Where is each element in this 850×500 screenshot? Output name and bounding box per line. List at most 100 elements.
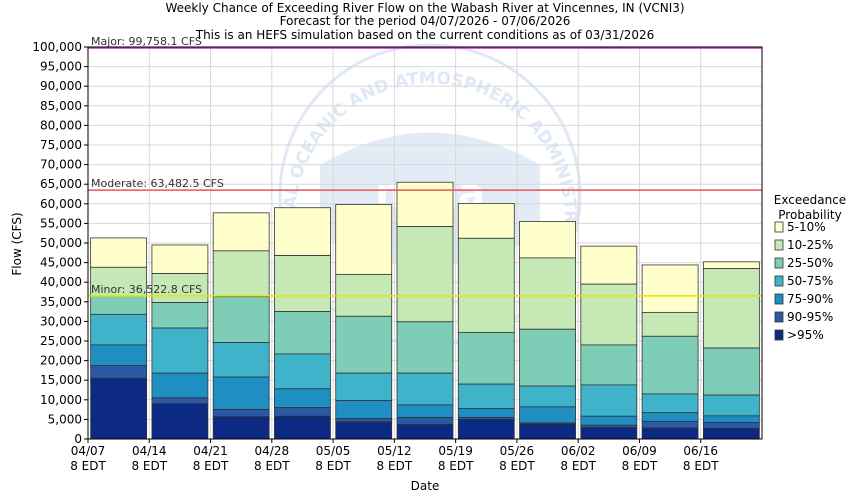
bar-segment-75-90 [396, 404, 454, 418]
y-tick-label: 15,000 [40, 373, 82, 387]
legend: Exceedance Probability 5-10% 10-25% 25-50%… [774, 193, 846, 342]
x-tick-time: 8 EDT [377, 459, 413, 473]
x-tick-time: 8 EDT [70, 459, 106, 473]
y-tick-label: 30,000 [40, 314, 82, 328]
y-tick-label: 85,000 [40, 99, 82, 113]
x-tick-time: 8 EDT [315, 459, 351, 473]
bar-segment-75-90 [335, 400, 393, 420]
bar-segment-10-25 [457, 237, 515, 333]
y-tick-label: 80,000 [40, 118, 82, 132]
x-tick-date: 04/28 [255, 444, 290, 458]
bar-segment-10-25 [519, 257, 576, 330]
bar-segment-50-75 [151, 327, 209, 374]
chart-title: Weekly Chance of Exceeding River Flow on… [165, 1, 684, 15]
y-tick-label: 25,000 [40, 334, 82, 348]
bar-segment-10-25 [702, 268, 760, 349]
legend-swatch [774, 275, 784, 287]
y-tick-label: 65,000 [40, 177, 82, 191]
bar-segment-5-10 [519, 221, 576, 259]
x-tick-time: 8 EDT [499, 459, 535, 473]
bar-segment-50-75 [519, 385, 576, 408]
bar-segment-75-90 [580, 415, 638, 426]
y-tick-label: 90,000 [40, 79, 82, 93]
bar-segment-50-75 [212, 342, 270, 378]
x-tick-date: 04/14 [132, 444, 167, 458]
bar-segment-25-50 [580, 344, 638, 386]
bar-segment-75-90 [212, 376, 270, 410]
bar-segment-50-75 [335, 372, 393, 401]
x-tick-date: 06/16 [683, 444, 718, 458]
axes: 0 5,000 10,000 15,000 20,000 25,000 30,000 35,0… [32, 40, 763, 473]
bar-segment-10-25 [641, 311, 699, 337]
x-tick-time: 8 EDT [438, 459, 474, 473]
bars [90, 181, 760, 440]
bar-segment-25-50 [396, 321, 454, 374]
bar-segment-90-95 [641, 420, 699, 429]
x-tick-date: 06/02 [561, 444, 596, 458]
bar-segment-25-50 [151, 302, 209, 329]
x-tick-time: 8 EDT [683, 459, 719, 473]
x-tick-date: 05/26 [500, 444, 535, 458]
bar-segment-5-10 [274, 207, 331, 256]
bar-segment-5-10 [212, 212, 270, 252]
bar-segment-50-75 [641, 393, 699, 414]
x-tick-date: 04/07 [71, 444, 106, 458]
bar-segment-75-90 [90, 344, 148, 367]
y-tick-label: 5,000 [48, 412, 82, 426]
y-axis-title: Flow (CFS) [10, 212, 24, 275]
bar-segment-90-95 [396, 417, 454, 425]
bar-segment-90-95 [702, 422, 760, 429]
legend-label: 50-75% [787, 274, 833, 288]
bar-segment-50-75 [457, 383, 515, 409]
bar-segment-50-75 [396, 372, 454, 406]
bar-segment-95 [335, 421, 393, 440]
x-tick-time: 8 EDT [560, 459, 596, 473]
bar-segment-5-10 [90, 237, 148, 268]
chart-subtitle-simulation: This is an HEFS simulation based on the … [195, 28, 655, 42]
bar-segment-75-90 [457, 408, 515, 418]
bar-segment-25-50 [274, 311, 331, 355]
bar-segment-90-95 [90, 365, 148, 379]
bar-segment-25-50 [519, 328, 576, 387]
y-tick-label: 75,000 [40, 138, 82, 152]
legend-label: 10-25% [787, 238, 833, 252]
y-tick-label: 35,000 [40, 295, 82, 309]
legend-title-line2: Probability [778, 208, 841, 222]
bar-segment-75-90 [274, 388, 331, 409]
legend-swatch [774, 257, 784, 269]
bar-segment-50-75 [702, 394, 760, 417]
bar-segment-90-95 [274, 407, 331, 417]
bar-segment-25-50 [457, 331, 515, 385]
bar-segment-75-90 [641, 412, 699, 422]
bar-segment-5-10 [702, 261, 760, 269]
legend-swatch [774, 239, 784, 251]
y-tick-label: 70,000 [40, 158, 82, 172]
bar-segment-25-50 [641, 335, 699, 395]
bar-segment-10-25 [90, 266, 148, 297]
threshold-label: Minor: 36,522.8 CFS [91, 283, 202, 296]
legend-swatch [774, 293, 784, 305]
bar-segment-5-10 [580, 245, 638, 285]
legend-label: 25-50% [787, 256, 833, 270]
bar-segment-95 [151, 403, 209, 440]
y-tick-label: 95,000 [40, 60, 82, 74]
bar-segment-50-75 [580, 384, 638, 417]
x-tick-date: 06/09 [622, 444, 657, 458]
x-tick-time: 8 EDT [254, 459, 290, 473]
bar-segment-50-75 [90, 313, 148, 346]
legend-swatch [774, 329, 784, 341]
x-tick-time: 8 EDT [131, 459, 167, 473]
bar-segment-25-50 [90, 295, 148, 315]
bar-segment-95 [457, 418, 515, 440]
y-tick-label: 45,000 [40, 256, 82, 270]
bar-segment-95 [580, 427, 638, 440]
legend-label: 5-10% [787, 220, 826, 234]
y-tick-label: 20,000 [40, 354, 82, 368]
legend-label: 75-90% [787, 292, 833, 306]
bar-segment-95 [641, 427, 699, 440]
bar-segment-95 [702, 428, 760, 440]
y-tick-label: 0 [74, 432, 82, 446]
y-tick-label: 10,000 [40, 393, 82, 407]
legend-swatch [774, 311, 784, 323]
